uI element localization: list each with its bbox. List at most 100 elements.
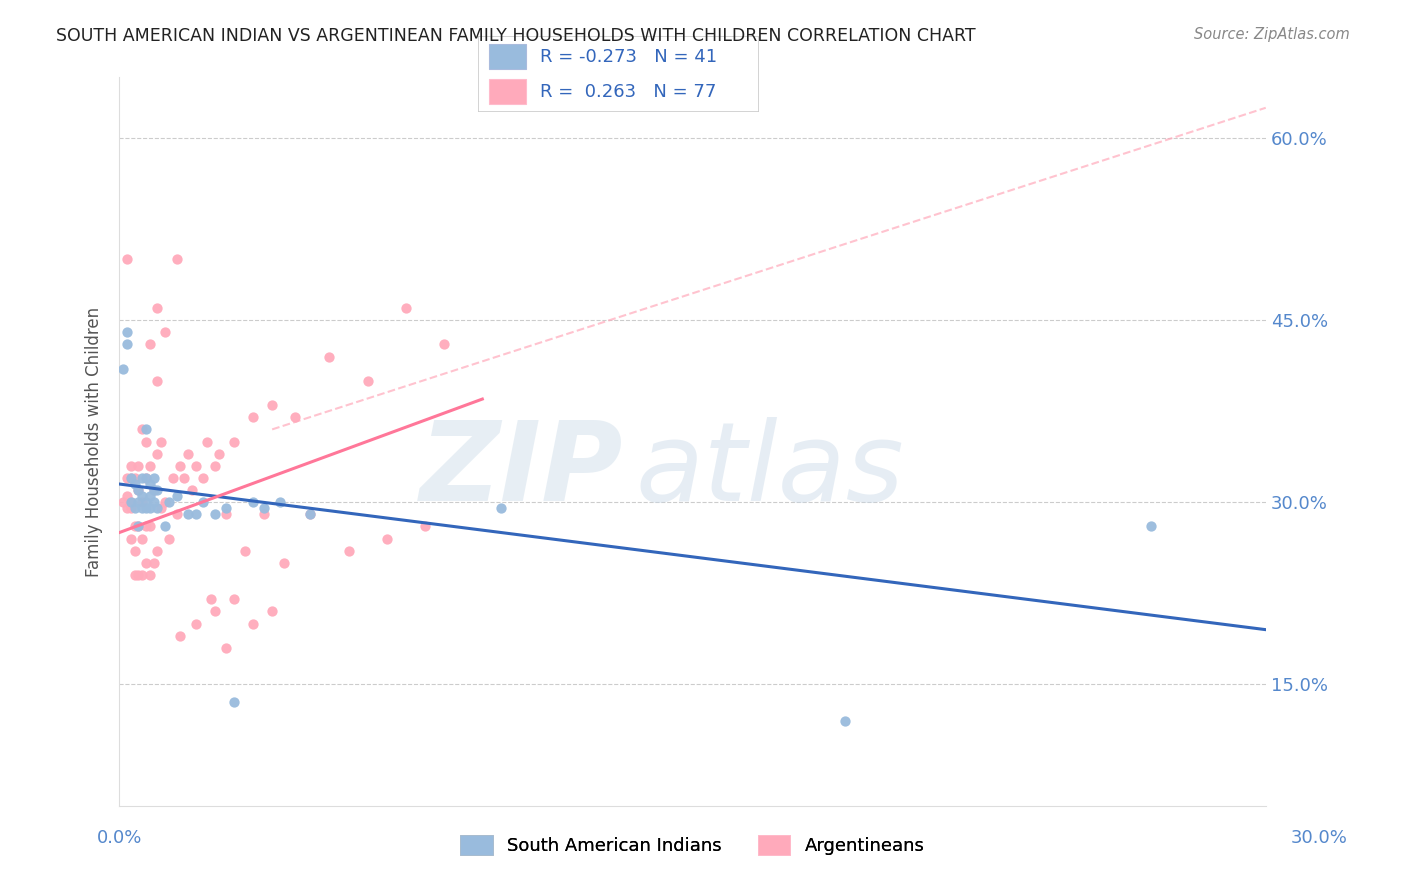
Point: [299, 508, 322, 522]
Text: atlas: atlas: [636, 417, 904, 524]
Point: [146, 501, 169, 516]
Point: [395, 301, 418, 315]
Point: [115, 326, 138, 340]
Point: [253, 501, 276, 516]
Point: [142, 556, 165, 570]
Point: [273, 556, 295, 570]
Point: [120, 532, 142, 546]
Point: [262, 398, 284, 412]
Point: [413, 519, 436, 533]
Point: [124, 471, 146, 485]
FancyBboxPatch shape: [478, 36, 759, 112]
Point: [139, 458, 162, 473]
Point: [193, 471, 215, 485]
Point: [262, 604, 284, 618]
Point: [235, 543, 257, 558]
Point: [184, 458, 207, 473]
Point: [150, 434, 173, 449]
Point: [115, 501, 138, 516]
Point: [124, 568, 146, 582]
Text: R =  0.263   N = 77: R = 0.263 N = 77: [540, 83, 716, 101]
Point: [115, 252, 138, 267]
Point: [135, 471, 157, 485]
Point: [146, 374, 169, 388]
Point: [195, 434, 218, 449]
Point: [153, 495, 176, 509]
Point: [491, 501, 513, 516]
Point: [253, 508, 276, 522]
Point: [131, 471, 153, 485]
Point: [146, 301, 169, 315]
Point: [153, 519, 176, 533]
Text: SOUTH AMERICAN INDIAN VS ARGENTINEAN FAMILY HOUSEHOLDS WITH CHILDREN CORRELATION: SOUTH AMERICAN INDIAN VS ARGENTINEAN FAM…: [56, 27, 976, 45]
Text: 30.0%: 30.0%: [1291, 829, 1347, 847]
Point: [127, 495, 149, 509]
Point: [834, 714, 856, 728]
Point: [150, 501, 173, 516]
Point: [131, 568, 153, 582]
Point: [139, 477, 162, 491]
Point: [127, 483, 149, 497]
Point: [131, 532, 153, 546]
Point: [142, 483, 165, 497]
Point: [146, 483, 169, 497]
Point: [139, 337, 162, 351]
Point: [120, 495, 142, 509]
Point: [215, 501, 238, 516]
Point: [135, 519, 157, 533]
Point: [139, 519, 162, 533]
Point: [120, 495, 142, 509]
Point: [242, 616, 264, 631]
Point: [127, 519, 149, 533]
Point: [337, 543, 360, 558]
Point: [1140, 519, 1163, 533]
Point: [169, 458, 191, 473]
Point: [142, 471, 165, 485]
FancyBboxPatch shape: [489, 44, 526, 69]
Point: [124, 543, 146, 558]
Point: [184, 508, 207, 522]
Point: [127, 483, 149, 497]
Point: [146, 543, 169, 558]
Point: [177, 508, 200, 522]
Point: [127, 458, 149, 473]
Point: [169, 629, 191, 643]
Point: [215, 508, 238, 522]
Point: [242, 495, 264, 509]
Point: [204, 604, 226, 618]
Point: [135, 501, 157, 516]
Point: [208, 447, 231, 461]
Point: [166, 252, 188, 267]
Point: [318, 350, 340, 364]
Point: [162, 471, 184, 485]
Point: [157, 495, 180, 509]
Point: [222, 696, 245, 710]
Legend: South American Indians, Argentineans: South American Indians, Argentineans: [453, 828, 932, 863]
Point: [120, 471, 142, 485]
Point: [204, 508, 226, 522]
Point: [115, 337, 138, 351]
Point: [127, 519, 149, 533]
Point: [184, 616, 207, 631]
Y-axis label: Family Households with Children: Family Households with Children: [86, 307, 103, 576]
Text: 0.0%: 0.0%: [97, 829, 142, 847]
Point: [112, 361, 135, 376]
FancyBboxPatch shape: [489, 78, 526, 104]
Point: [124, 477, 146, 491]
Point: [177, 447, 200, 461]
Point: [173, 471, 195, 485]
Text: Source: ZipAtlas.com: Source: ZipAtlas.com: [1194, 27, 1350, 42]
Text: ZIP: ZIP: [420, 417, 624, 524]
Point: [115, 489, 138, 503]
Text: R = -0.273   N = 41: R = -0.273 N = 41: [540, 48, 717, 66]
Point: [200, 592, 222, 607]
Point: [215, 640, 238, 655]
Point: [135, 471, 157, 485]
Point: [142, 483, 165, 497]
Point: [166, 489, 188, 503]
Point: [204, 458, 226, 473]
Point: [153, 326, 176, 340]
Point: [269, 495, 291, 509]
Point: [131, 495, 153, 509]
Point: [139, 568, 162, 582]
